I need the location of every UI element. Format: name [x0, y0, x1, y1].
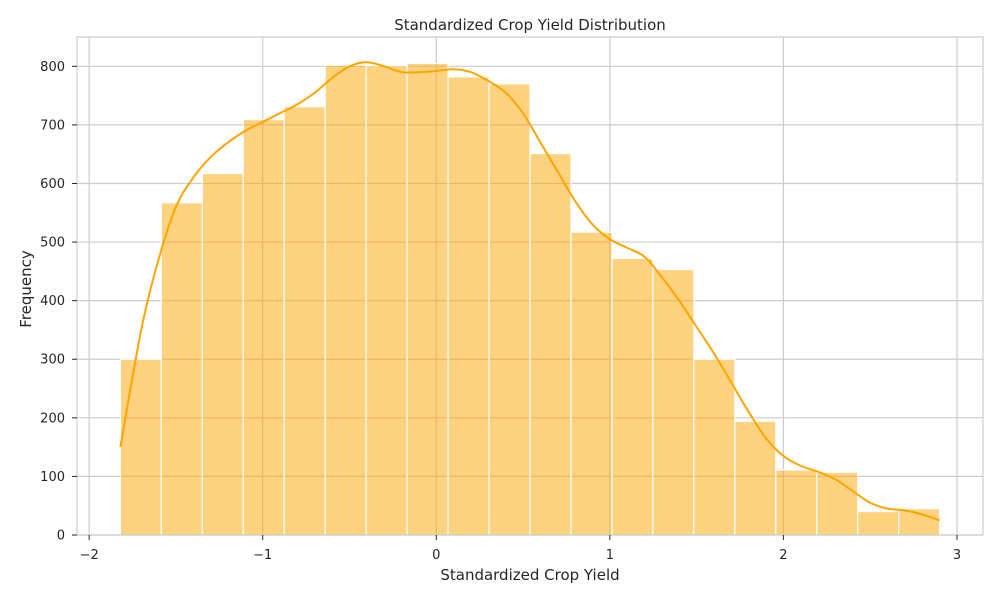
histogram-bar — [406, 62, 449, 536]
x-tick-label: 3 — [953, 548, 961, 563]
plot-frame — [76, 36, 984, 536]
y-tick-label: 800 — [40, 60, 65, 75]
histogram-bar — [365, 65, 408, 536]
bars — [119, 62, 941, 536]
x-tick-label: −1 — [253, 548, 272, 563]
y-ticks: 0 100 200 300 400 500 600 700 800 — [40, 60, 77, 544]
histogram-bar — [570, 231, 613, 536]
kde-curve — [119, 61, 940, 522]
histogram-bar — [447, 76, 490, 536]
y-tick-label: 200 — [40, 411, 65, 426]
histogram-bar — [693, 358, 736, 536]
histogram-bar — [242, 119, 285, 536]
x-ticks: −2 −1 0 1 2 3 — [80, 535, 961, 563]
x-tick-label: −2 — [80, 548, 99, 563]
histogram-bar — [652, 268, 695, 536]
histogram-bar — [283, 106, 326, 536]
histogram-bar — [201, 172, 244, 536]
y-tick-label: 500 — [40, 236, 65, 251]
y-tick-label: 700 — [40, 118, 65, 133]
y-tick-label: 400 — [40, 294, 65, 309]
chart-title: Standardized Crop Yield Distribution — [394, 16, 666, 34]
y-tick-label: 300 — [40, 353, 65, 368]
x-axis-label: Standardized Crop Yield — [440, 566, 619, 584]
x-tick-label: 1 — [606, 548, 614, 563]
histogram-bar — [529, 152, 572, 536]
histogram-bar — [324, 64, 367, 536]
histogram-bar — [816, 471, 859, 536]
y-axis-label: Frequency — [17, 250, 35, 328]
x-tick-label: 2 — [779, 548, 787, 563]
y-tick-label: 600 — [40, 177, 65, 192]
histogram-bar — [775, 469, 818, 536]
histogram-bar — [119, 358, 162, 536]
histogram-bar — [488, 83, 531, 536]
x-tick-label: 0 — [432, 548, 440, 563]
histogram-bar — [611, 257, 654, 536]
histogram-bar — [857, 510, 900, 536]
histogram-bar — [160, 202, 203, 536]
y-tick-label: 0 — [57, 529, 65, 544]
y-tick-label: 100 — [40, 470, 65, 485]
histogram-bar — [734, 420, 777, 536]
